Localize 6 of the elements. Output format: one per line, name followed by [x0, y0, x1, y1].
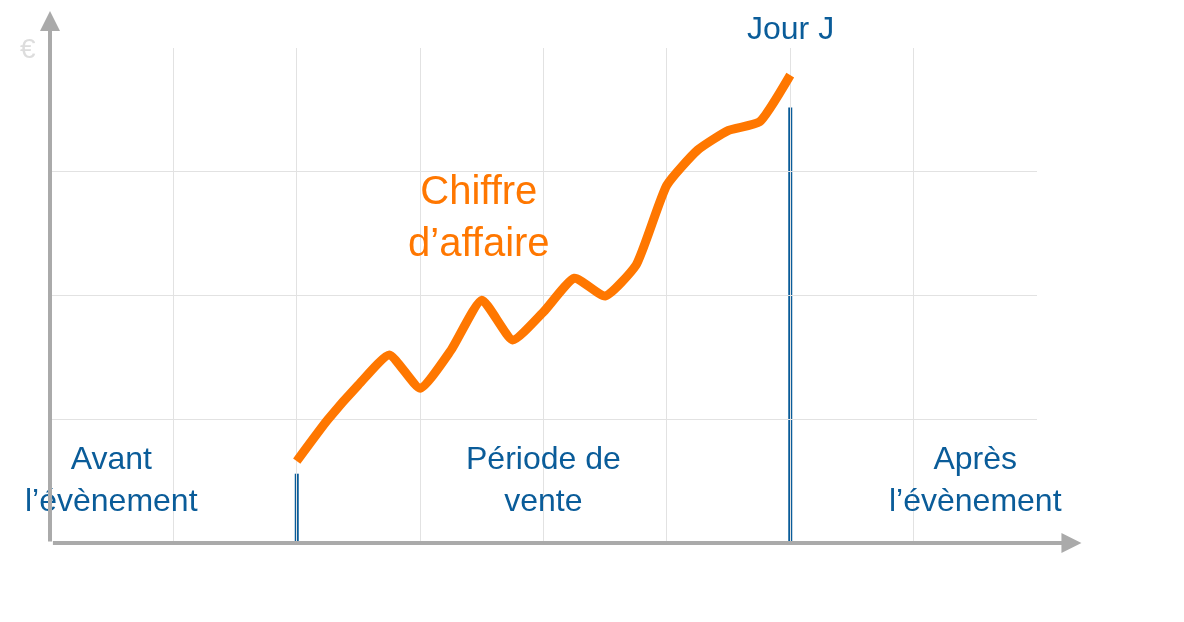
- text: Après l’évènement: [889, 440, 1062, 518]
- text: Avant l’évènement: [25, 440, 198, 518]
- annotation: Période de vente: [466, 440, 621, 518]
- series-label: Chiffre d’affaire: [408, 168, 550, 264]
- text: Jour J: [747, 10, 835, 46]
- text: €: [20, 33, 36, 64]
